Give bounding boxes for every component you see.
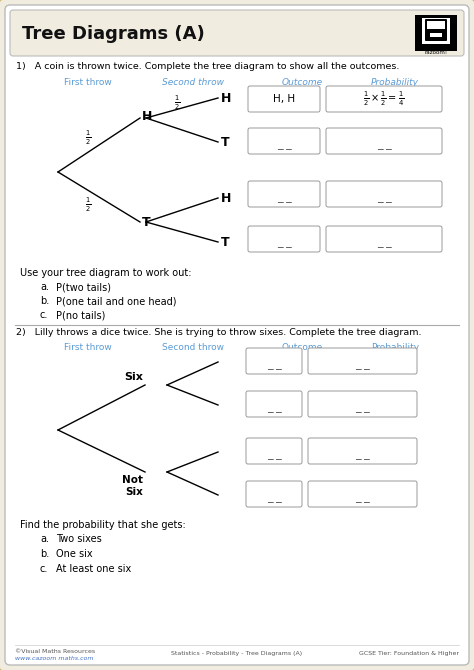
FancyBboxPatch shape	[246, 481, 302, 507]
Text: T: T	[142, 216, 151, 230]
Text: _ _: _ _	[266, 449, 282, 459]
Text: _ _: _ _	[266, 492, 282, 502]
Bar	[422, 18, 450, 44]
Text: 2)   Lilly throws a dice twice. She is trying to throw sixes. Complete the tree : 2) Lilly throws a dice twice. She is try…	[16, 328, 421, 337]
Text: Outcome: Outcome	[282, 343, 323, 352]
Text: Outcome: Outcome	[282, 78, 323, 87]
FancyBboxPatch shape	[326, 86, 442, 112]
Text: www.cazoom maths.com: www.cazoom maths.com	[15, 656, 93, 661]
FancyBboxPatch shape	[308, 481, 417, 507]
Bar	[430, 33, 442, 37]
FancyBboxPatch shape	[248, 128, 320, 154]
Text: a.: a.	[40, 282, 49, 292]
Text: _ _: _ _	[266, 402, 282, 412]
Text: One six: One six	[56, 549, 92, 559]
Text: _ _: _ _	[277, 237, 292, 247]
Text: 1)   A coin is thrown twice. Complete the tree diagram to show all the outcomes.: 1) A coin is thrown twice. Complete the …	[16, 62, 400, 71]
Text: _ _: _ _	[377, 237, 392, 247]
Text: $\frac{1}{2}$: $\frac{1}{2}$	[174, 94, 180, 112]
Text: Tree Diagrams (A): Tree Diagrams (A)	[22, 25, 205, 43]
Text: T: T	[221, 235, 229, 249]
Bar	[415, 15, 457, 51]
Text: First throw: First throw	[64, 343, 112, 352]
Text: At least one six: At least one six	[56, 564, 131, 574]
Text: H: H	[142, 111, 152, 123]
Text: H: H	[221, 92, 231, 105]
Text: c.: c.	[40, 564, 48, 574]
Text: Statistics - Probability - Tree Diagrams (A): Statistics - Probability - Tree Diagrams…	[172, 651, 302, 656]
Text: Find the probability that she gets:: Find the probability that she gets:	[20, 520, 186, 530]
Text: razoom!: razoom!	[424, 50, 447, 54]
Text: Probability: Probability	[371, 78, 419, 87]
Text: P(one tail and one head): P(one tail and one head)	[56, 296, 176, 306]
Text: Six: Six	[124, 372, 143, 382]
Text: Not
Six: Not Six	[122, 475, 143, 496]
Text: b.: b.	[40, 296, 49, 306]
FancyBboxPatch shape	[10, 10, 464, 56]
FancyBboxPatch shape	[326, 226, 442, 252]
Text: T: T	[221, 135, 229, 149]
FancyBboxPatch shape	[326, 181, 442, 207]
Text: _ _: _ _	[377, 192, 392, 202]
FancyBboxPatch shape	[248, 86, 320, 112]
Text: Second throw: Second throw	[162, 343, 224, 352]
Text: _ _: _ _	[355, 359, 370, 369]
Text: Use your tree diagram to work out:: Use your tree diagram to work out:	[20, 268, 191, 278]
Text: $\frac{1}{2} \times \frac{1}{2} = \frac{1}{4}$: $\frac{1}{2} \times \frac{1}{2} = \frac{…	[363, 90, 405, 108]
Text: Two sixes: Two sixes	[56, 534, 102, 544]
Text: _ _: _ _	[266, 359, 282, 369]
Text: First throw: First throw	[64, 78, 112, 87]
Text: GCSE Tier: Foundation & Higher: GCSE Tier: Foundation & Higher	[359, 651, 459, 656]
Text: ©Visual Maths Resources: ©Visual Maths Resources	[15, 649, 95, 654]
Text: _ _: _ _	[355, 449, 370, 459]
Text: H: H	[221, 192, 231, 204]
FancyBboxPatch shape	[248, 181, 320, 207]
FancyBboxPatch shape	[246, 348, 302, 374]
Bar	[427, 21, 445, 29]
FancyBboxPatch shape	[308, 391, 417, 417]
Text: _ _: _ _	[377, 139, 392, 149]
Text: P(no tails): P(no tails)	[56, 310, 105, 320]
Text: _ _: _ _	[355, 492, 370, 502]
FancyBboxPatch shape	[326, 128, 442, 154]
Text: H, H: H, H	[273, 94, 295, 104]
Text: b.: b.	[40, 549, 49, 559]
Text: _ _: _ _	[277, 192, 292, 202]
Text: a.: a.	[40, 534, 49, 544]
Text: Second throw: Second throw	[162, 78, 224, 87]
FancyBboxPatch shape	[246, 391, 302, 417]
FancyBboxPatch shape	[246, 438, 302, 464]
Text: Probability: Probability	[371, 343, 419, 352]
FancyBboxPatch shape	[308, 348, 417, 374]
Text: $\frac{1}{2}$: $\frac{1}{2}$	[85, 129, 91, 147]
Text: P(two tails): P(two tails)	[56, 282, 111, 292]
FancyBboxPatch shape	[308, 438, 417, 464]
FancyBboxPatch shape	[248, 226, 320, 252]
FancyBboxPatch shape	[425, 19, 447, 41]
Text: $\frac{1}{2}$: $\frac{1}{2}$	[85, 196, 91, 214]
Text: c.: c.	[40, 310, 48, 320]
FancyBboxPatch shape	[5, 5, 469, 665]
Text: _ _: _ _	[355, 402, 370, 412]
Text: _ _: _ _	[277, 139, 292, 149]
